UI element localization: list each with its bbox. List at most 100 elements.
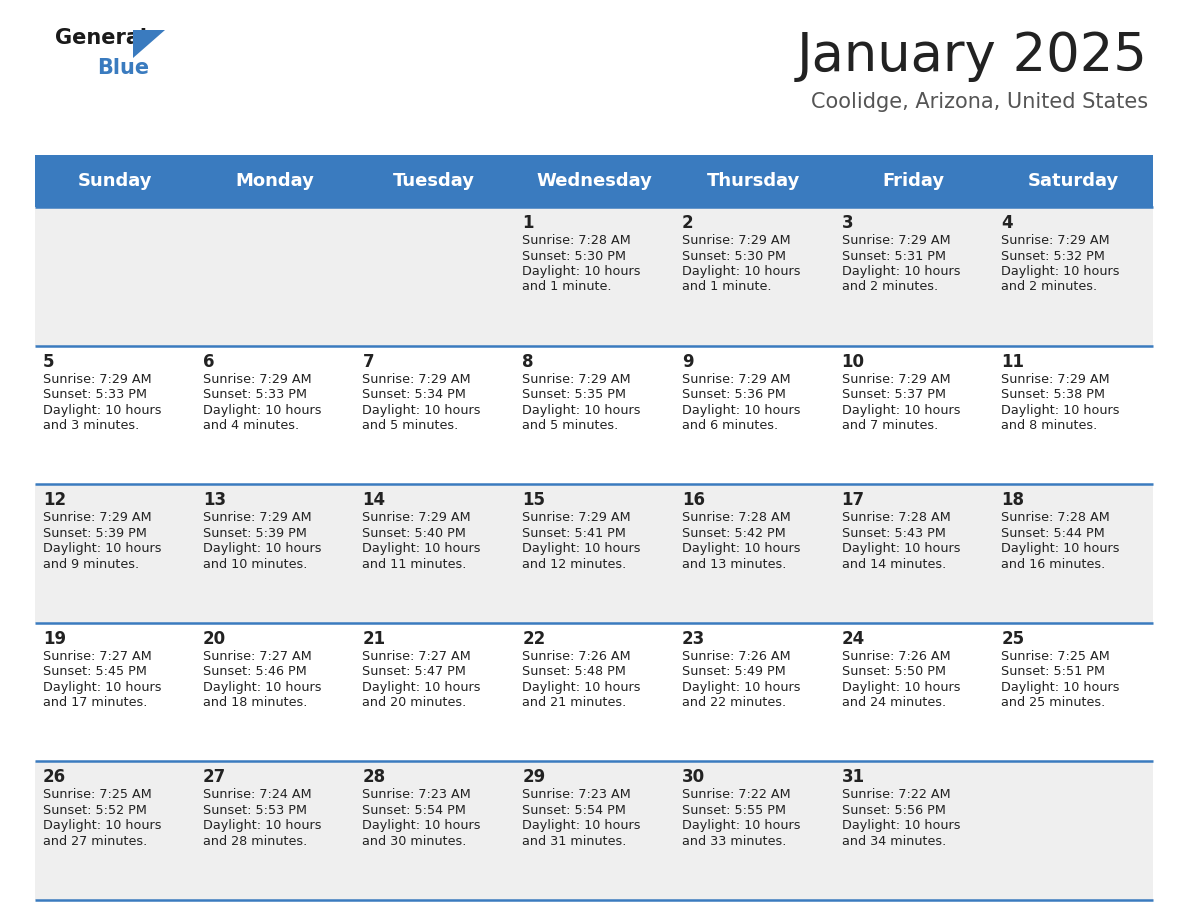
Text: Sunrise: 7:27 AM: Sunrise: 7:27 AM xyxy=(362,650,472,663)
Text: and 21 minutes.: and 21 minutes. xyxy=(523,696,626,710)
Text: Sunset: 5:39 PM: Sunset: 5:39 PM xyxy=(43,527,147,540)
Text: Sunset: 5:33 PM: Sunset: 5:33 PM xyxy=(203,388,307,401)
Text: 4: 4 xyxy=(1001,214,1013,232)
Text: 25: 25 xyxy=(1001,630,1024,648)
Text: and 5 minutes.: and 5 minutes. xyxy=(362,420,459,432)
Text: and 28 minutes.: and 28 minutes. xyxy=(203,834,307,848)
Text: Daylight: 10 hours: Daylight: 10 hours xyxy=(1001,543,1120,555)
Text: Sunrise: 7:25 AM: Sunrise: 7:25 AM xyxy=(43,789,152,801)
Text: Daylight: 10 hours: Daylight: 10 hours xyxy=(203,820,321,833)
Text: and 9 minutes.: and 9 minutes. xyxy=(43,558,139,571)
Text: 2: 2 xyxy=(682,214,694,232)
Text: Daylight: 10 hours: Daylight: 10 hours xyxy=(43,404,162,417)
Text: 21: 21 xyxy=(362,630,386,648)
Text: and 33 minutes.: and 33 minutes. xyxy=(682,834,786,848)
Text: Daylight: 10 hours: Daylight: 10 hours xyxy=(43,820,162,833)
Text: Daylight: 10 hours: Daylight: 10 hours xyxy=(523,404,640,417)
Text: and 31 minutes.: and 31 minutes. xyxy=(523,834,626,848)
Text: Daylight: 10 hours: Daylight: 10 hours xyxy=(43,543,162,555)
Text: and 34 minutes.: and 34 minutes. xyxy=(841,834,946,848)
Text: Sunrise: 7:22 AM: Sunrise: 7:22 AM xyxy=(682,789,790,801)
Text: Tuesday: Tuesday xyxy=(393,172,475,190)
Text: 26: 26 xyxy=(43,768,67,787)
Text: 3: 3 xyxy=(841,214,853,232)
Text: Sunrise: 7:27 AM: Sunrise: 7:27 AM xyxy=(43,650,152,663)
Text: 18: 18 xyxy=(1001,491,1024,509)
Text: Sunset: 5:46 PM: Sunset: 5:46 PM xyxy=(203,666,307,678)
Text: General: General xyxy=(55,28,147,48)
Text: January 2025: January 2025 xyxy=(797,30,1148,82)
Text: and 8 minutes.: and 8 minutes. xyxy=(1001,420,1098,432)
Text: and 5 minutes.: and 5 minutes. xyxy=(523,420,619,432)
Text: Daylight: 10 hours: Daylight: 10 hours xyxy=(362,404,481,417)
Text: Sunset: 5:54 PM: Sunset: 5:54 PM xyxy=(362,804,467,817)
Text: Sunset: 5:39 PM: Sunset: 5:39 PM xyxy=(203,527,307,540)
Text: Daylight: 10 hours: Daylight: 10 hours xyxy=(362,681,481,694)
Text: 17: 17 xyxy=(841,491,865,509)
Text: Sunset: 5:41 PM: Sunset: 5:41 PM xyxy=(523,527,626,540)
Text: and 6 minutes.: and 6 minutes. xyxy=(682,420,778,432)
Text: and 2 minutes.: and 2 minutes. xyxy=(841,281,937,294)
Text: and 18 minutes.: and 18 minutes. xyxy=(203,696,307,710)
Text: Sunrise: 7:22 AM: Sunrise: 7:22 AM xyxy=(841,789,950,801)
Text: Sunrise: 7:27 AM: Sunrise: 7:27 AM xyxy=(203,650,311,663)
Polygon shape xyxy=(133,30,165,58)
Text: and 30 minutes.: and 30 minutes. xyxy=(362,834,467,848)
Text: 8: 8 xyxy=(523,353,533,371)
Text: Sunset: 5:47 PM: Sunset: 5:47 PM xyxy=(362,666,467,678)
Text: 16: 16 xyxy=(682,491,704,509)
Text: and 20 minutes.: and 20 minutes. xyxy=(362,696,467,710)
Text: Daylight: 10 hours: Daylight: 10 hours xyxy=(523,543,640,555)
Text: Sunrise: 7:26 AM: Sunrise: 7:26 AM xyxy=(523,650,631,663)
Text: Sunrise: 7:28 AM: Sunrise: 7:28 AM xyxy=(523,234,631,247)
Text: 31: 31 xyxy=(841,768,865,787)
Text: and 2 minutes.: and 2 minutes. xyxy=(1001,281,1098,294)
Text: and 7 minutes.: and 7 minutes. xyxy=(841,420,937,432)
Text: Sunrise: 7:25 AM: Sunrise: 7:25 AM xyxy=(1001,650,1110,663)
Text: Daylight: 10 hours: Daylight: 10 hours xyxy=(682,820,801,833)
Text: and 1 minute.: and 1 minute. xyxy=(682,281,771,294)
Text: 27: 27 xyxy=(203,768,226,787)
Text: Sunrise: 7:29 AM: Sunrise: 7:29 AM xyxy=(682,234,790,247)
Text: Daylight: 10 hours: Daylight: 10 hours xyxy=(841,265,960,278)
Text: Daylight: 10 hours: Daylight: 10 hours xyxy=(362,543,481,555)
Text: and 1 minute.: and 1 minute. xyxy=(523,281,612,294)
Text: Sunset: 5:40 PM: Sunset: 5:40 PM xyxy=(362,527,467,540)
Text: Sunset: 5:52 PM: Sunset: 5:52 PM xyxy=(43,804,147,817)
Text: and 3 minutes.: and 3 minutes. xyxy=(43,420,139,432)
Text: 5: 5 xyxy=(43,353,55,371)
Text: 12: 12 xyxy=(43,491,67,509)
Text: Daylight: 10 hours: Daylight: 10 hours xyxy=(682,681,801,694)
Text: Daylight: 10 hours: Daylight: 10 hours xyxy=(203,543,321,555)
Text: Sunrise: 7:29 AM: Sunrise: 7:29 AM xyxy=(203,511,311,524)
Text: Sunday: Sunday xyxy=(77,172,152,190)
Text: and 17 minutes.: and 17 minutes. xyxy=(43,696,147,710)
Text: Sunset: 5:35 PM: Sunset: 5:35 PM xyxy=(523,388,626,401)
Bar xyxy=(34,207,1154,345)
Text: Sunset: 5:50 PM: Sunset: 5:50 PM xyxy=(841,666,946,678)
Text: Daylight: 10 hours: Daylight: 10 hours xyxy=(841,681,960,694)
Bar xyxy=(34,622,1154,761)
Text: Sunset: 5:55 PM: Sunset: 5:55 PM xyxy=(682,804,785,817)
Text: Sunset: 5:56 PM: Sunset: 5:56 PM xyxy=(841,804,946,817)
Text: Sunset: 5:31 PM: Sunset: 5:31 PM xyxy=(841,250,946,263)
Text: Sunrise: 7:29 AM: Sunrise: 7:29 AM xyxy=(682,373,790,386)
Text: Sunset: 5:44 PM: Sunset: 5:44 PM xyxy=(1001,527,1105,540)
Text: 9: 9 xyxy=(682,353,694,371)
Text: Daylight: 10 hours: Daylight: 10 hours xyxy=(43,681,162,694)
Text: Sunrise: 7:29 AM: Sunrise: 7:29 AM xyxy=(43,511,152,524)
Text: Sunrise: 7:26 AM: Sunrise: 7:26 AM xyxy=(682,650,790,663)
Text: and 14 minutes.: and 14 minutes. xyxy=(841,558,946,571)
Text: 6: 6 xyxy=(203,353,214,371)
Bar xyxy=(34,345,1154,484)
Bar xyxy=(34,484,1154,622)
Text: 24: 24 xyxy=(841,630,865,648)
Text: and 16 minutes.: and 16 minutes. xyxy=(1001,558,1106,571)
Text: Sunset: 5:53 PM: Sunset: 5:53 PM xyxy=(203,804,307,817)
Text: Daylight: 10 hours: Daylight: 10 hours xyxy=(682,404,801,417)
Text: Sunrise: 7:28 AM: Sunrise: 7:28 AM xyxy=(841,511,950,524)
Text: and 4 minutes.: and 4 minutes. xyxy=(203,420,299,432)
Text: Daylight: 10 hours: Daylight: 10 hours xyxy=(682,265,801,278)
Text: and 13 minutes.: and 13 minutes. xyxy=(682,558,786,571)
Text: 23: 23 xyxy=(682,630,706,648)
